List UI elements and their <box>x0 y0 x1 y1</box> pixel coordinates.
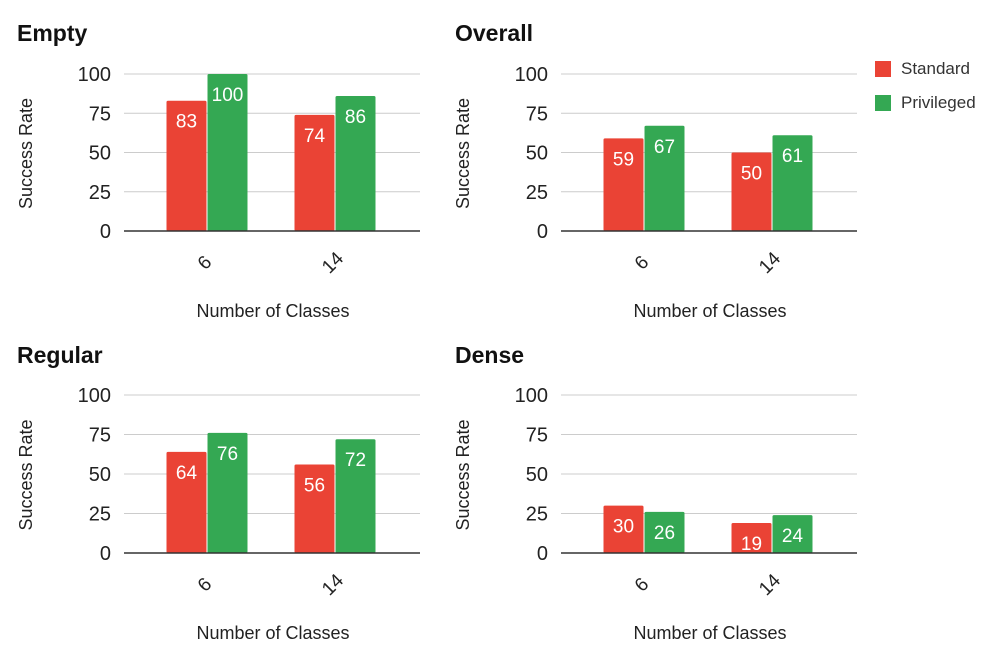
x-axis-label-dense: Number of Classes <box>633 623 786 643</box>
data-label-empty-standard-6: 83 <box>176 112 197 133</box>
bar-overall-privileged-6 <box>644 125 685 231</box>
data-label-regular-privileged-14: 72 <box>345 450 366 471</box>
bar-dense-privileged-14 <box>772 515 813 553</box>
y-tick-label-empty-0: 0 <box>100 221 111 243</box>
data-label-overall-standard-14: 50 <box>741 164 762 185</box>
legend-item-privileged: Privileged <box>875 92 990 114</box>
legend-swatch-standard <box>875 61 891 77</box>
y-axis-label-empty: Success Rate <box>16 98 36 209</box>
panel-title-regular: Regular <box>17 342 103 368</box>
y-tick-label-overall-75: 75 <box>526 103 548 125</box>
data-label-empty-standard-14: 74 <box>304 126 326 147</box>
y-tick-label-empty-25: 25 <box>89 182 111 204</box>
panel-title-overall: Overall <box>455 20 533 46</box>
y-axis-label-dense: Success Rate <box>453 419 473 530</box>
y-tick-label-overall-50: 50 <box>526 143 548 165</box>
bar-overall-standard-6 <box>603 138 644 231</box>
y-axis-label-overall: Success Rate <box>453 98 473 209</box>
y-tick-label-dense-25: 25 <box>526 504 548 526</box>
y-tick-label-regular-100: 100 <box>78 385 111 407</box>
bar-empty-privileged-14 <box>335 95 376 231</box>
y-tick-label-empty-100: 100 <box>78 64 111 86</box>
legend-swatch-privileged <box>875 95 891 111</box>
y-tick-label-empty-50: 50 <box>89 143 111 165</box>
bar-regular-standard-14 <box>294 464 335 553</box>
x-tick-label-regular-6: 6 <box>194 574 216 596</box>
bar-dense-privileged-6 <box>644 511 685 553</box>
x-tick-label-dense-14: 14 <box>755 570 785 600</box>
data-label-dense-standard-6: 30 <box>613 517 634 538</box>
panel-title-dense: Dense <box>455 342 524 368</box>
legend: Standard Privileged <box>875 58 990 126</box>
y-tick-label-dense-0: 0 <box>537 543 548 565</box>
bar-overall-privileged-14 <box>772 135 813 231</box>
bar-empty-standard-6 <box>166 100 207 231</box>
bar-regular-privileged-6 <box>207 432 248 553</box>
x-tick-label-regular-14: 14 <box>318 570 348 600</box>
data-label-overall-privileged-14: 61 <box>782 146 803 167</box>
y-tick-label-regular-0: 0 <box>100 543 111 565</box>
y-tick-label-dense-50: 50 <box>526 464 548 486</box>
data-label-empty-privileged-14: 86 <box>345 107 366 128</box>
x-tick-label-overall-14: 14 <box>755 248 785 278</box>
y-axis-label-regular: Success Rate <box>16 419 36 530</box>
y-tick-label-overall-25: 25 <box>526 182 548 204</box>
y-tick-label-empty-75: 75 <box>89 103 111 125</box>
y-tick-label-overall-100: 100 <box>515 64 548 86</box>
bar-dense-standard-6 <box>603 505 644 553</box>
legend-label-privileged: Privileged <box>901 93 976 112</box>
x-tick-label-empty-6: 6 <box>194 252 216 274</box>
data-label-overall-privileged-6: 67 <box>654 137 675 158</box>
x-axis-label-empty: Number of Classes <box>196 301 349 321</box>
data-label-overall-standard-6: 59 <box>613 149 634 170</box>
panel-title-empty: Empty <box>17 20 88 46</box>
y-tick-label-overall-0: 0 <box>537 221 548 243</box>
bar-regular-privileged-14 <box>335 439 376 553</box>
bar-regular-standard-6 <box>166 451 207 553</box>
y-tick-label-regular-25: 25 <box>89 504 111 526</box>
data-label-regular-standard-6: 64 <box>176 463 198 484</box>
legend-item-standard: Standard <box>875 58 990 80</box>
bar-dense-standard-14 <box>731 522 772 553</box>
data-label-dense-privileged-6: 26 <box>654 523 675 544</box>
data-label-regular-standard-14: 56 <box>304 476 325 497</box>
bar-empty-privileged-6 <box>207 74 248 231</box>
y-tick-label-regular-50: 50 <box>89 464 111 486</box>
y-tick-label-dense-75: 75 <box>526 425 548 447</box>
data-label-regular-privileged-6: 76 <box>217 444 238 465</box>
bar-empty-standard-14 <box>294 114 335 231</box>
legend-label-standard: Standard <box>901 59 970 78</box>
x-tick-label-overall-6: 6 <box>631 252 653 274</box>
data-label-dense-standard-14: 19 <box>741 534 762 555</box>
data-label-empty-privileged-6: 100 <box>212 85 244 106</box>
bar-overall-standard-14 <box>731 152 772 231</box>
y-tick-label-dense-100: 100 <box>515 385 548 407</box>
x-tick-label-dense-6: 6 <box>631 574 653 596</box>
x-tick-label-empty-14: 14 <box>318 248 348 278</box>
data-label-dense-privileged-14: 24 <box>782 526 804 547</box>
x-axis-label-overall: Number of Classes <box>633 301 786 321</box>
x-axis-label-regular: Number of Classes <box>196 623 349 643</box>
y-tick-label-regular-75: 75 <box>89 425 111 447</box>
